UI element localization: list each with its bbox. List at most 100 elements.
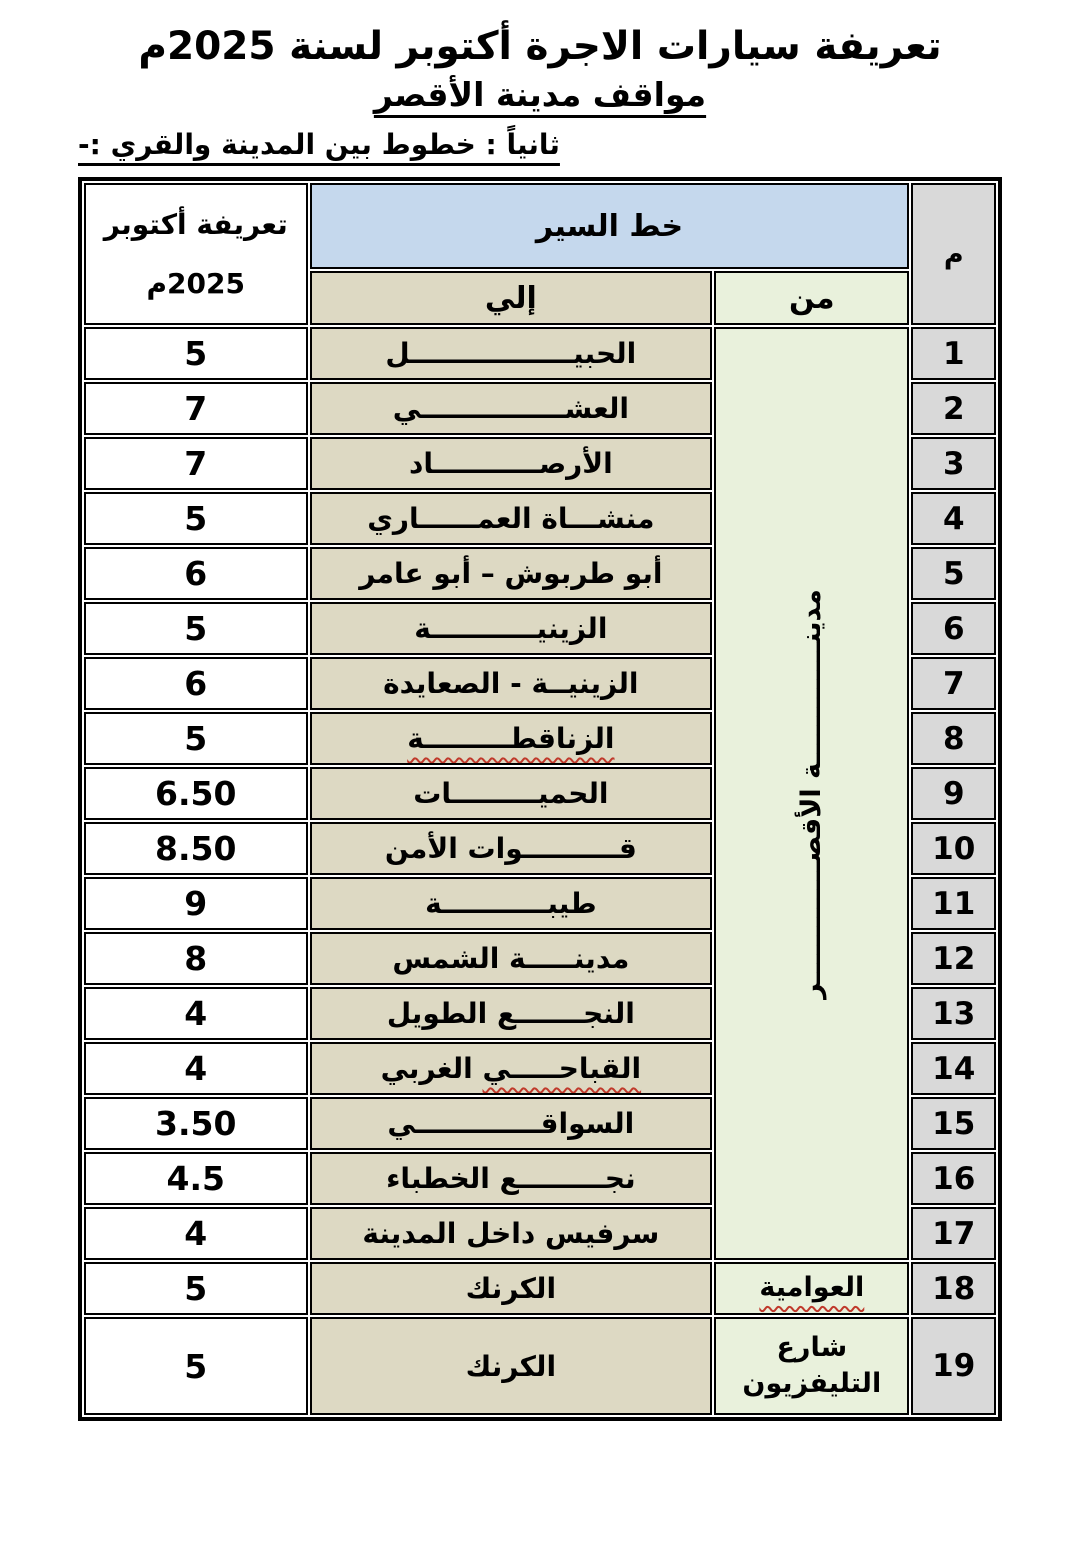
document-title: تعريفة سيارات الاجرة أكتوبر لسنة 2025م <box>138 24 942 69</box>
serial-cell: 1 <box>911 327 996 380</box>
serial-cell: 15 <box>911 1097 996 1150</box>
table-row: 8 الزناقطـــــــــة 5 <box>84 712 996 765</box>
misspelled-word: العوامية <box>759 1272 865 1304</box>
serial-cell: 5 <box>911 547 996 600</box>
table-row: 13 النجـــــــع الطويل 4 <box>84 987 996 1040</box>
fare-cell: 6 <box>84 657 308 710</box>
table-row: 6 الزينيـــــــــــة 5 <box>84 602 996 655</box>
fare-cell: 4 <box>84 1207 308 1260</box>
misspelled-word: القباحـــــي <box>482 1052 642 1085</box>
serial-cell: 19 <box>911 1317 996 1415</box>
fare-cell: 5 <box>84 1262 308 1315</box>
serial-cell: 3 <box>911 437 996 490</box>
table-row: 4 منشـــاة العمــــــاري 5 <box>84 492 996 545</box>
to-cell: سرفيس داخل المدينة <box>309 1207 713 1260</box>
to-cell: العشـــــــــــــــي <box>309 382 713 435</box>
serial-cell: 6 <box>911 602 996 655</box>
table-row: 14 القباحـــــي الغربي 4 <box>84 1042 996 1095</box>
fare-cell: 5 <box>84 327 308 380</box>
fare-cell: 3.50 <box>84 1097 308 1150</box>
to-cell: منشـــاة العمــــــاري <box>309 492 713 545</box>
header-fare-line1: تعريفة أكتوبر <box>103 208 288 241</box>
section-heading: ثانياً : خطوط بين المدينة والقري :- <box>0 128 1080 161</box>
fare-cell: 4 <box>84 1042 308 1095</box>
table-row: 3 الأرصـــــــــــاد 7 <box>84 437 996 490</box>
from-city-merged-cell: مدينـــــــــــــة الأقصـــــــــــــر <box>714 327 910 1260</box>
from-cell: شارع التليفزيون <box>714 1317 910 1415</box>
fare-cell: 6 <box>84 547 308 600</box>
table-row: 19 شارع التليفزيون الكرنك 5 <box>84 1317 996 1415</box>
to-cell: النجـــــــع الطويل <box>309 987 713 1040</box>
document-subtitle-text: مواقف مدينة الأقصر <box>373 75 707 114</box>
table-row: 18 العوامية الكرنك 5 <box>84 1262 996 1315</box>
table-row: 16 نجـــــــــع الخطباء 4.5 <box>84 1152 996 1205</box>
fare-cell: 4 <box>84 987 308 1040</box>
header-serial: م <box>911 183 996 325</box>
fare-table-body: 1 مدينـــــــــــــة الأقصـــــــــــــر ا… <box>84 327 996 1415</box>
to-cell: مدينـــــة الشمس <box>309 932 713 985</box>
fare-cell: 4.5 <box>84 1152 308 1205</box>
to-cell: الزناقطـــــــــة <box>309 712 713 765</box>
fare-cell: 9 <box>84 877 308 930</box>
header-to: إلي <box>309 271 713 325</box>
to-cell: قــــــــــوات الأمن <box>309 822 713 875</box>
from-cell: العوامية <box>714 1262 910 1315</box>
serial-cell: 18 <box>911 1262 996 1315</box>
to-cell: الحميـــــــــات <box>309 767 713 820</box>
fare-cell: 7 <box>84 382 308 435</box>
serial-cell: 4 <box>911 492 996 545</box>
fare-cell: 5 <box>84 712 308 765</box>
serial-cell: 2 <box>911 382 996 435</box>
header-fare-line2: 2025م <box>146 267 245 300</box>
fare-cell: 5 <box>84 1317 308 1415</box>
serial-cell: 8 <box>911 712 996 765</box>
fare-cell: 8 <box>84 932 308 985</box>
from-city-vertical-text: مدينـــــــــــــة الأقصـــــــــــــر <box>795 588 827 999</box>
to-cell: طيبـــــــــــة <box>309 877 713 930</box>
fare-cell: 5 <box>84 602 308 655</box>
serial-cell: 11 <box>911 877 996 930</box>
table-row: 15 السواقـــــــــــــي 3.50 <box>84 1097 996 1150</box>
table-row: 7 الزينيــة - الصعايدة 6 <box>84 657 996 710</box>
to-cell: الزينيـــــــــــة <box>309 602 713 655</box>
header-fare: تعريفة أكتوبر 2025م <box>84 183 308 325</box>
serial-cell: 17 <box>911 1207 996 1260</box>
header-from: من <box>714 271 910 325</box>
to-cell: نجـــــــــع الخطباء <box>309 1152 713 1205</box>
misspelled-word: الزناقطـــــــــة <box>407 722 615 755</box>
to-cell: الكرنك <box>309 1262 713 1315</box>
table-header-row-1: م خط السير تعريفة أكتوبر 2025م <box>84 183 996 325</box>
to-cell: السواقـــــــــــــي <box>309 1097 713 1150</box>
table-row: 17 سرفيس داخل المدينة 4 <box>84 1207 996 1260</box>
table-row: 9 الحميـــــــــات 6.50 <box>84 767 996 820</box>
table-row: 1 مدينـــــــــــــة الأقصـــــــــــــر ا… <box>84 327 996 1260</box>
fare-cell: 8.50 <box>84 822 308 875</box>
to-cell: أبو طربوش – أبو عامر <box>309 547 713 600</box>
document-subtitle: مواقف مدينة الأقصر <box>0 75 1080 114</box>
serial-cell: 13 <box>911 987 996 1040</box>
table-row: 11 طيبـــــــــــة 9 <box>84 877 996 930</box>
to-cell: الحبيـــــــــــــــــل <box>309 327 713 380</box>
table-row: 2 العشـــــــــــــــي 7 <box>84 382 996 435</box>
serial-cell: 12 <box>911 932 996 985</box>
serial-cell: 14 <box>911 1042 996 1095</box>
to-cell: الكرنك <box>309 1317 713 1415</box>
table-row: 12 مدينـــــة الشمس 8 <box>84 932 996 985</box>
to-cell: الأرصـــــــــــاد <box>309 437 713 490</box>
serial-cell: 10 <box>911 822 996 875</box>
fare-cell: 7 <box>84 437 308 490</box>
header-route: خط السير <box>309 183 910 269</box>
to-cell: القباحـــــي الغربي <box>309 1042 713 1095</box>
serial-cell: 7 <box>911 657 996 710</box>
fare-cell: 5 <box>84 492 308 545</box>
serial-cell: 9 <box>911 767 996 820</box>
document-page: تعريفة سيارات الاجرة أكتوبر لسنة 2025م م… <box>0 24 1080 1421</box>
table-row: 10 قــــــــــوات الأمن 8.50 <box>84 822 996 875</box>
fare-cell: 6.50 <box>84 767 308 820</box>
table-header-row-2: من إلي <box>84 271 996 325</box>
to-cell: الزينيــة - الصعايدة <box>309 657 713 710</box>
table-row: 5 أبو طربوش – أبو عامر 6 <box>84 547 996 600</box>
serial-cell: 16 <box>911 1152 996 1205</box>
section-heading-text: ثانياً : خطوط بين المدينة والقري :- <box>78 128 560 161</box>
